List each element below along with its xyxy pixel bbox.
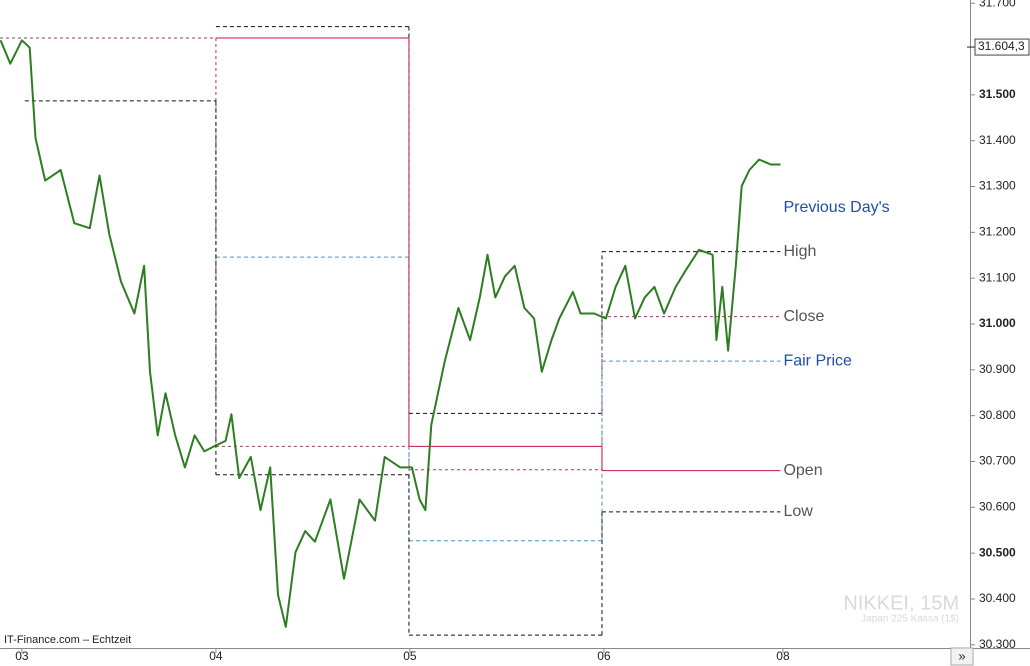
- y-tick-label: 31.500: [979, 87, 1016, 101]
- level-label: Open: [783, 462, 822, 479]
- source: IT-Finance.com – Echtzeit: [4, 634, 131, 646]
- y-tick-label: 31.100: [979, 270, 1016, 284]
- last-price-box: [974, 38, 1030, 56]
- plot-area: [0, 0, 970, 648]
- y-tick-label: 30.500: [979, 545, 1016, 559]
- x-tick-label: 05: [403, 649, 417, 663]
- x-tick-label: 08: [776, 649, 790, 663]
- watermark-sub: Japan 225 Kassa (1$): [861, 614, 959, 625]
- watermark: NIKKEI, 15M: [843, 592, 959, 614]
- x-tick-label: 06: [597, 649, 611, 663]
- y-tick-label: 31.400: [979, 133, 1016, 147]
- level-label: High: [783, 243, 816, 260]
- scroll-button-label[interactable]: »: [958, 648, 965, 663]
- y-tick-label: 31.700: [979, 0, 1016, 9]
- x-tick-label: 04: [209, 649, 223, 663]
- scroll-button[interactable]: [950, 647, 974, 666]
- last-price-label: 31.604,3: [978, 39, 1025, 53]
- legend-title: Previous Day's: [783, 199, 889, 216]
- y-tick-label: 31.300: [979, 179, 1016, 193]
- price-line: [0, 39, 781, 628]
- y-tick-label: 30.400: [979, 591, 1016, 605]
- x-tick-label: 03: [15, 649, 29, 663]
- level-label: Fair Price: [783, 352, 852, 369]
- y-tick-label: 30.600: [979, 499, 1016, 513]
- y-tick-label: 30.900: [979, 362, 1016, 376]
- y-tick-label: 31.200: [979, 225, 1016, 239]
- y-tick-label: 30.700: [979, 454, 1016, 468]
- level-label: Low: [783, 503, 813, 520]
- y-tick-label: 30.800: [979, 408, 1016, 422]
- y-tick-label: 30.300: [979, 637, 1016, 651]
- level-label: Close: [783, 308, 824, 325]
- y-tick-label: 31.000: [979, 316, 1016, 330]
